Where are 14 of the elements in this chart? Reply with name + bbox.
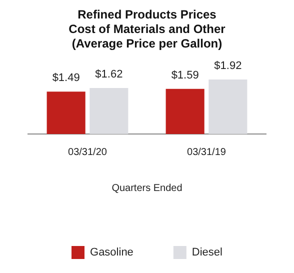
- x-axis-title: Quarters Ended: [112, 182, 182, 194]
- data-label: $1.59: [171, 69, 199, 82]
- data-label: $1.92: [214, 60, 242, 72]
- bar: [90, 88, 128, 134]
- bar: [166, 88, 204, 134]
- legend-label: Diesel: [192, 246, 222, 259]
- legend-label: Gasoline: [90, 246, 134, 259]
- data-label: $1.49: [52, 72, 80, 84]
- x-tick-label: 03/31/19: [187, 146, 226, 158]
- bar: [46, 92, 86, 134]
- chart-title: Refined Products Prices Cost of Materials and Other (Average Price per Gallon): [68, 8, 226, 50]
- x-tick-label: 03/31/20: [68, 146, 108, 158]
- bar: [208, 79, 248, 134]
- data-label: $1.62: [95, 68, 123, 81]
